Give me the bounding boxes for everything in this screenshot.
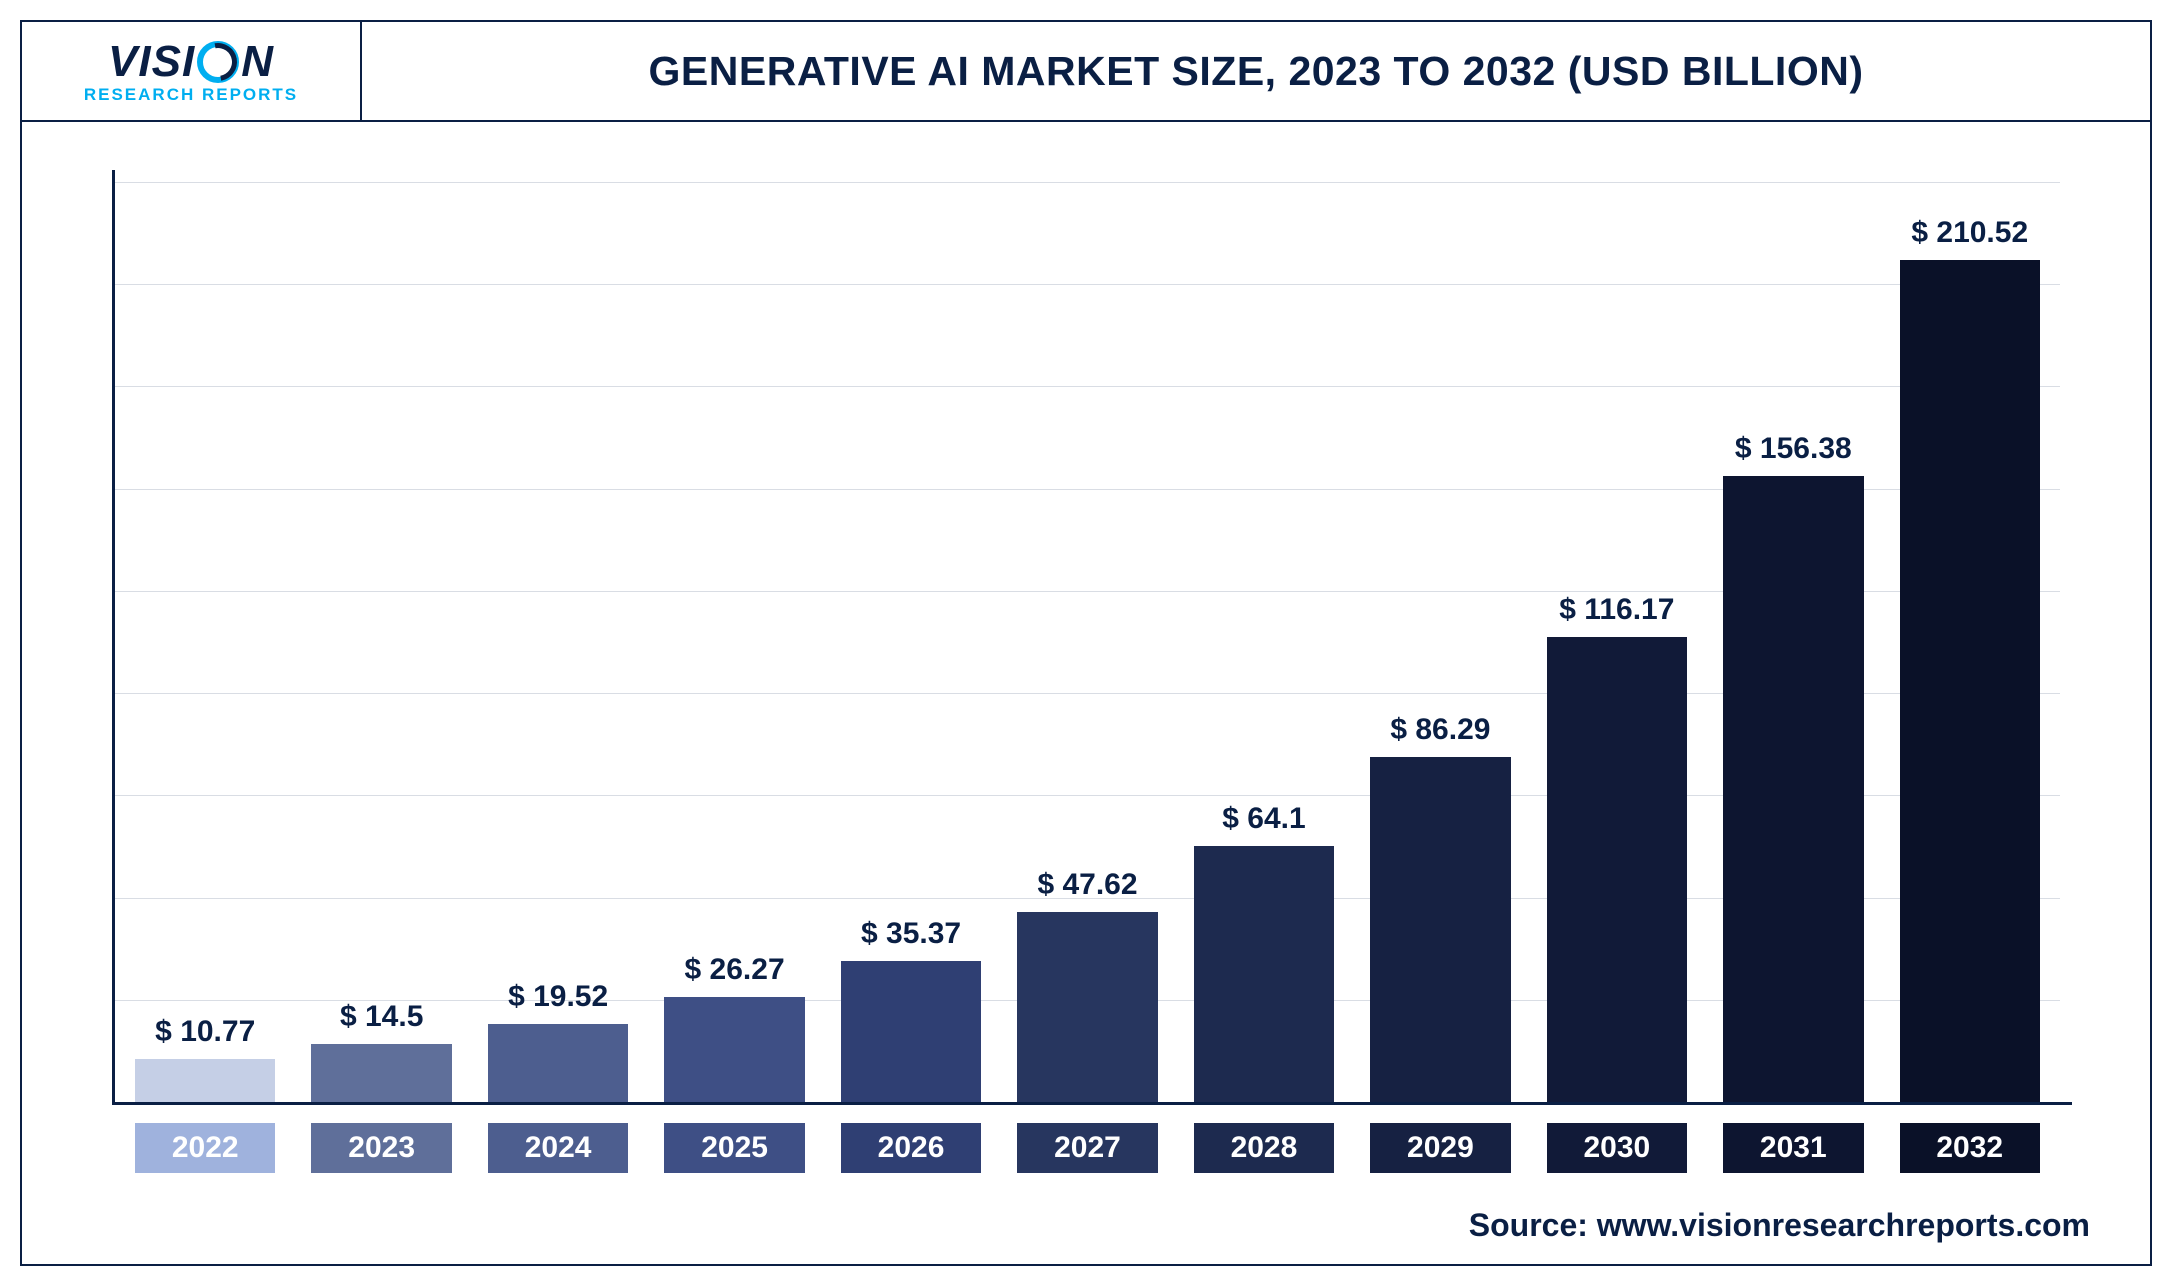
bar-value-label: $ 47.62 <box>1037 868 1137 902</box>
bar-slot: $ 14.5 <box>311 182 451 1102</box>
x-axis-label: 2023 <box>311 1123 451 1173</box>
x-axis-label: 2024 <box>488 1123 628 1173</box>
x-axis-label: 2027 <box>1017 1123 1157 1173</box>
x-axis-label: 2029 <box>1370 1123 1510 1173</box>
x-axis-label: 2030 <box>1547 1123 1687 1173</box>
bar <box>1723 476 1863 1102</box>
bar <box>1900 260 2040 1102</box>
brand-logo: VISI N RESEARCH REPORTS <box>84 40 298 103</box>
bar <box>841 961 981 1102</box>
bar-slot: $ 64.1 <box>1194 182 1334 1102</box>
source-attribution: Source: www.visionresearchreports.com <box>22 1183 2150 1264</box>
bar-slot: $ 35.37 <box>841 182 981 1102</box>
x-axis-label: 2028 <box>1194 1123 1334 1173</box>
bar <box>1547 637 1687 1102</box>
x-axis-label: 2025 <box>664 1123 804 1173</box>
logo-suffix: N <box>241 40 274 84</box>
logo-eye-icon <box>197 41 239 83</box>
chart-title: GENERATIVE AI MARKET SIZE, 2023 TO 2032 … <box>649 48 1864 95</box>
bar-slot: $ 210.52 <box>1900 182 2040 1102</box>
bar-value-label: $ 14.5 <box>340 1000 423 1034</box>
plot-area: $ 10.77 $ 14.5 $ 19.52 $ 26.27 $ 35.37 $ 47.6… <box>112 182 2060 1105</box>
header-row: VISI N RESEARCH REPORTS GENERATIVE AI MA… <box>22 22 2150 122</box>
bar-slot: $ 10.77 <box>135 182 275 1102</box>
bar <box>488 1024 628 1102</box>
bar-value-label: $ 116.17 <box>1559 593 1674 627</box>
bar <box>664 997 804 1102</box>
bar-value-label: $ 26.27 <box>685 953 785 987</box>
x-axis-label: 2031 <box>1723 1123 1863 1173</box>
bar-value-label: $ 35.37 <box>861 917 961 951</box>
logo-subtitle: RESEARCH REPORTS <box>84 86 298 103</box>
bars-row: $ 10.77 $ 14.5 $ 19.52 $ 26.27 $ 35.37 $ 47.6… <box>115 182 2060 1102</box>
x-axis-label: 2032 <box>1900 1123 2040 1173</box>
bar-slot: $ 26.27 <box>664 182 804 1102</box>
bar-value-label: $ 156.38 <box>1735 432 1852 466</box>
bar-slot: $ 116.17 <box>1547 182 1687 1102</box>
bar-slot: $ 86.29 <box>1370 182 1510 1102</box>
bar <box>1194 846 1334 1102</box>
bar-slot: $ 19.52 <box>488 182 628 1102</box>
logo-prefix: VISI <box>108 40 195 84</box>
bar <box>1370 757 1510 1102</box>
bar-value-label: $ 64.1 <box>1222 802 1305 836</box>
bar-value-label: $ 19.52 <box>508 980 608 1014</box>
x-axis-labels: 2022 2023 2024 2025 2026 2027 2028 2029 2030 2031… <box>112 1105 2060 1173</box>
logo-main-text: VISI N <box>108 40 274 84</box>
x-axis-label: 2026 <box>841 1123 981 1173</box>
x-axis-label: 2022 <box>135 1123 275 1173</box>
y-axis-top-tick <box>112 170 115 182</box>
bar <box>1017 912 1157 1102</box>
bar-value-label: $ 86.29 <box>1390 713 1490 747</box>
bar <box>311 1044 451 1102</box>
chart-body: $ 10.77 $ 14.5 $ 19.52 $ 26.27 $ 35.37 $ 47.6… <box>22 122 2150 1183</box>
source-label: Source: <box>1469 1207 1588 1243</box>
source-url: www.visionresearchreports.com <box>1597 1207 2090 1243</box>
bar <box>135 1059 275 1102</box>
chart-frame: VISI N RESEARCH REPORTS GENERATIVE AI MA… <box>20 20 2152 1266</box>
bar-value-label: $ 210.52 <box>1911 216 2028 250</box>
logo-cell: VISI N RESEARCH REPORTS <box>22 22 362 120</box>
bar-value-label: $ 10.77 <box>155 1015 255 1049</box>
title-cell: GENERATIVE AI MARKET SIZE, 2023 TO 2032 … <box>362 48 2150 95</box>
bar-slot: $ 156.38 <box>1723 182 1863 1102</box>
bar-slot: $ 47.62 <box>1017 182 1157 1102</box>
x-axis-right-tick <box>2060 1102 2072 1105</box>
